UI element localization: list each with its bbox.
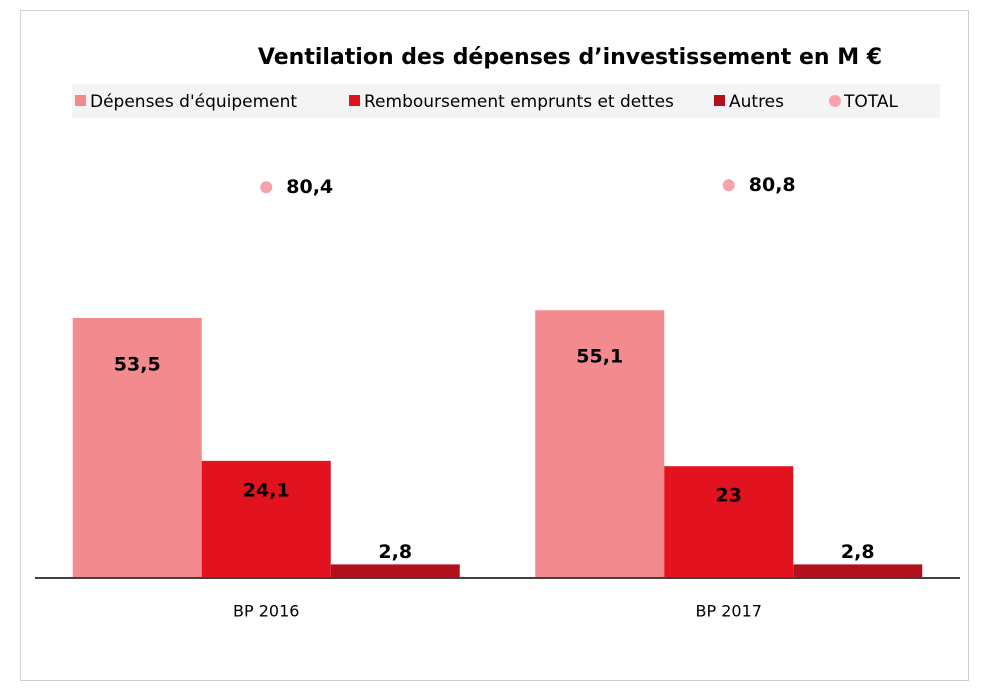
chart-title: Ventilation des dépenses d’investissemen… <box>258 45 882 70</box>
legend-label: Dépenses d'équipement <box>90 92 297 112</box>
data-label: 80,4 <box>286 176 333 198</box>
data-label: 53,5 <box>114 353 161 375</box>
legend-swatch <box>349 95 360 106</box>
bar <box>664 466 794 578</box>
x-tick-label: BP 2016 <box>233 602 299 621</box>
data-label: 23 <box>716 485 742 507</box>
bar <box>201 460 331 578</box>
legend-label: TOTAL <box>843 92 898 112</box>
bar <box>535 310 665 578</box>
data-label: 2,8 <box>378 541 412 563</box>
bar <box>793 564 923 578</box>
legend-background <box>72 84 940 118</box>
data-label: 80,8 <box>749 174 796 196</box>
bar <box>72 317 202 578</box>
legend-label: Remboursement emprunts et dettes <box>364 92 674 112</box>
data-label: 24,1 <box>243 479 290 501</box>
data-label: 55,1 <box>576 346 623 368</box>
x-tick-label: BP 2017 <box>696 602 762 621</box>
legend-swatch <box>75 95 86 106</box>
total-marker <box>722 179 735 192</box>
bar <box>330 564 460 578</box>
data-label: 2,8 <box>841 541 875 563</box>
total-marker <box>260 181 273 194</box>
legend-swatch <box>714 95 725 106</box>
legend-marker <box>829 95 841 107</box>
legend-label: Autres <box>729 92 784 112</box>
